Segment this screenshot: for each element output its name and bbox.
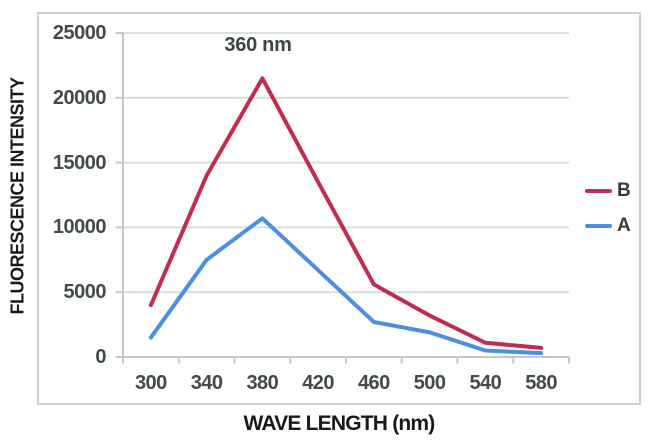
y-tick-label-5000: 5000 [63, 281, 107, 304]
legend-swatch-a [585, 224, 612, 228]
x-tick-label-460: 460 [357, 372, 390, 394]
peak-annotation: 360 nm [224, 34, 292, 56]
y-tick-label-10000: 10000 [52, 216, 107, 239]
x-tick-label-300: 300 [134, 372, 167, 394]
x-tick-label-340: 340 [190, 372, 223, 394]
x-tick-label-380: 380 [246, 372, 279, 394]
y-tick-label-20000: 20000 [52, 86, 107, 109]
x-tick-label-420: 420 [302, 372, 335, 394]
y-tick-label-15000: 15000 [52, 151, 107, 174]
x-tick-label-580: 580 [525, 372, 558, 394]
series-line-a [148, 216, 544, 356]
x-tick-label-500: 500 [413, 372, 446, 394]
legend-swatch-b [585, 189, 612, 193]
legend-item-a: A [585, 215, 631, 237]
series-line-b [148, 76, 544, 350]
legend-label-a: A [617, 215, 631, 236]
chart-frame [37, 12, 641, 405]
y-tick-label-25000: 25000 [52, 22, 107, 44]
x-tick-label-540: 540 [469, 372, 502, 394]
x-axis-title: WAVE LENGTH (nm) [243, 412, 436, 435]
legend-label-b: B [617, 180, 631, 201]
legend-item-b: B [585, 180, 631, 202]
y-tick-label-0: 0 [95, 346, 106, 368]
